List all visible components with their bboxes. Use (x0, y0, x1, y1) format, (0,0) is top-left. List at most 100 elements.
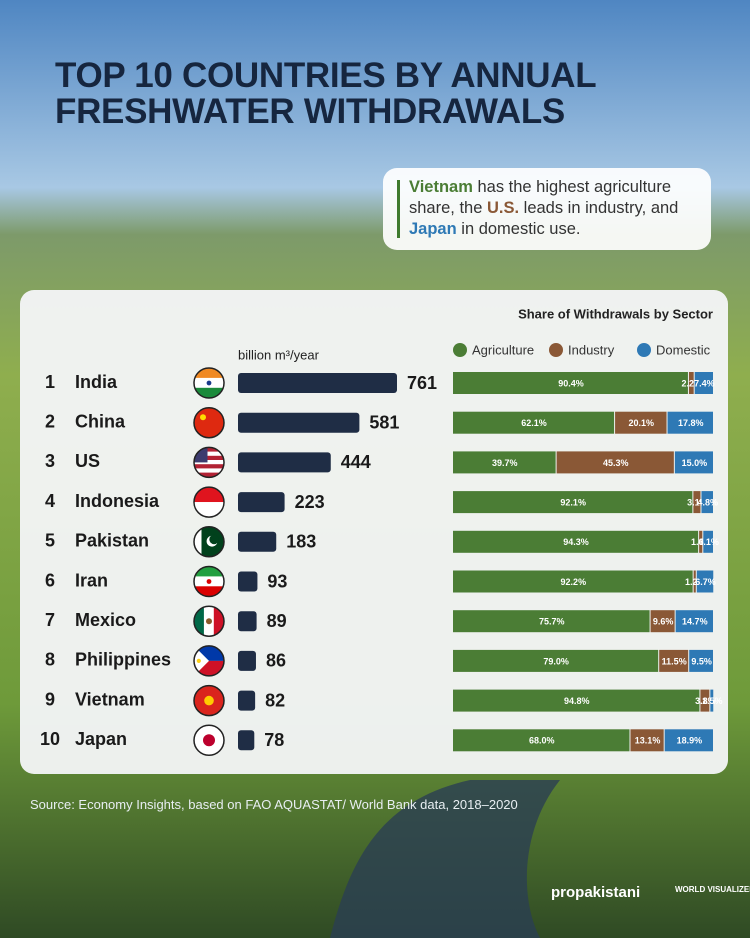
flag-part (194, 387, 224, 398)
flag-part (194, 586, 224, 597)
segment-label: 4.8% (697, 497, 718, 507)
country-name: Vietnam (75, 689, 145, 709)
logo: propakistani (551, 884, 640, 901)
flag-part (206, 579, 212, 584)
rank: 10 (40, 729, 60, 749)
value-label: 223 (295, 492, 325, 512)
stacked-segment (664, 729, 713, 752)
stacked-segment (667, 411, 713, 434)
country-name: Iran (75, 570, 108, 590)
segment-label: 75.7% (539, 617, 565, 627)
segment-label: 90.4% (558, 378, 584, 388)
title: TOP 10 COUNTRIES BY ANNUAL FRESHWATER WI… (55, 56, 596, 131)
stacked-segment (674, 451, 713, 474)
segment-label: 1.5% (702, 696, 723, 706)
flag-part (204, 695, 214, 706)
segment-label: 15.0% (682, 458, 708, 468)
logo: WORLD VISUALIZED (675, 885, 750, 894)
segment-label: 3.8% (695, 696, 716, 706)
flag-border (193, 724, 225, 757)
stacked-segment (699, 530, 703, 553)
stacked-segment (675, 610, 713, 633)
stacked-segment (453, 372, 688, 394)
segment-label: 1.2% (685, 577, 706, 587)
segment-label: 20.1% (629, 418, 655, 428)
rank: 7 (45, 610, 55, 630)
stacked-segment (693, 570, 696, 593)
bar (238, 531, 277, 552)
legend-swatch (453, 343, 467, 357)
stacked-segment (615, 411, 667, 434)
stacked-segment (701, 491, 713, 514)
bar (238, 650, 256, 671)
value-label: 86 (266, 651, 286, 671)
value-label: 444 (341, 452, 371, 472)
flag-border (193, 605, 225, 637)
flag (194, 725, 224, 756)
stacked-segment (453, 729, 630, 752)
bar (238, 571, 258, 592)
value-label: 89 (267, 611, 287, 631)
rank: 8 (45, 650, 55, 670)
stacked-segment (453, 530, 699, 553)
share-title: Share of Withdrawals by Sector (518, 306, 713, 321)
flag (194, 566, 224, 597)
flag-part (194, 645, 209, 676)
flag-part (194, 472, 224, 478)
stacked-segment (453, 411, 615, 434)
stacked-segment (453, 451, 556, 474)
segment-label: 92.2% (561, 577, 587, 587)
callout-text: Japan (409, 220, 457, 238)
flag-part (203, 734, 215, 747)
stacked-segment (453, 610, 650, 633)
segment-label: 79.0% (543, 656, 569, 666)
value-label: 78 (264, 730, 284, 750)
rank: 2 (45, 411, 55, 431)
flag (194, 368, 224, 398)
segment-label: 3.1% (687, 497, 708, 507)
stacked-segment (689, 649, 713, 672)
legend-swatch (637, 343, 651, 357)
segment-label: 68.0% (529, 736, 555, 746)
flag-part (194, 487, 224, 503)
legend-swatch (549, 343, 563, 357)
segment-label: 92.1% (560, 497, 586, 507)
flag-part (209, 534, 219, 545)
bar (238, 452, 331, 473)
flag-part (194, 407, 224, 438)
flag (194, 645, 224, 676)
flag-border (193, 565, 225, 598)
stacked-segment (694, 372, 713, 394)
country-name: US (75, 451, 100, 471)
stacked-segment (696, 570, 714, 593)
country-name: Philippines (75, 650, 171, 670)
stacked-segment (659, 649, 689, 672)
rank: 9 (45, 689, 55, 709)
flag-border (193, 645, 225, 677)
flag (194, 526, 224, 557)
bar (238, 412, 360, 433)
flag (194, 685, 224, 716)
legend-label: Agriculture (472, 342, 534, 357)
flag-border (193, 446, 225, 479)
callout: Vietnam has the highest agriculture shar… (383, 168, 711, 250)
flag-part (194, 464, 224, 469)
callout-text: has the highest agriculture share, the (409, 178, 672, 217)
flag-part (194, 368, 224, 379)
segment-label: 7.4% (694, 378, 715, 388)
value-label: 761 (407, 373, 437, 393)
flag-part (213, 606, 224, 637)
flag-part (200, 414, 206, 421)
stacked-segment (710, 689, 714, 712)
segment-label: 17.8% (678, 418, 704, 428)
stacked-segment (453, 570, 693, 593)
flag-part (194, 447, 224, 452)
stacked-segment (630, 729, 664, 752)
segment-label: 9.6% (653, 617, 674, 627)
country-name: Indonesia (75, 491, 160, 511)
flag-border (193, 367, 225, 399)
bar (238, 492, 285, 513)
segment-label: 6.7% (695, 577, 716, 587)
stacked-segment (703, 530, 713, 553)
